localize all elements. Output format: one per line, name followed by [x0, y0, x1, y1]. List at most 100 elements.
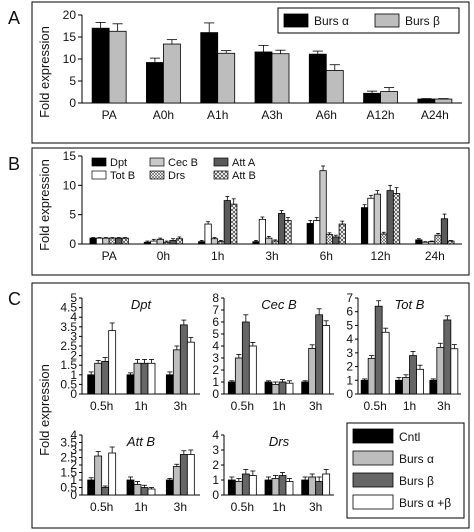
b-xtick-label-3: 3h [265, 249, 278, 263]
a-bar-Burs-β-5 [380, 91, 398, 104]
b-bar-Att-A-5 [386, 190, 394, 245]
a-bar-Burs-β-2 [217, 52, 236, 104]
c3-ytick-label-0: 0 [346, 387, 353, 401]
b-bar-Dpt-1 [143, 241, 152, 245]
c2-bar-2-0 [241, 321, 250, 395]
a-xtick-label-2: A1h [207, 108, 228, 122]
b-bar-Drs-3 [271, 240, 279, 245]
c4-bar-0-0 [87, 479, 96, 496]
c-legend-swatch-3 [352, 494, 394, 510]
c3-ytick-label-3: 3 [346, 346, 353, 360]
c5-ytick-label-2: 2 [212, 458, 219, 472]
c1-ytick-label-1: 0.5 [60, 377, 77, 391]
b-bar-Att-B-3 [284, 220, 292, 245]
a-legend-swatch-1 [374, 13, 400, 28]
c4-ytick-label-8: 4 [70, 428, 77, 442]
c5-bar-0-2 [301, 479, 310, 496]
b-bar-Att-B-2 [230, 203, 238, 245]
b-bar-Tot-B-3 [258, 218, 267, 245]
b-bar-Tot-B-1 [150, 240, 158, 245]
b-legend-swatch-2 [149, 157, 165, 167]
b-bar-Drs-5 [380, 233, 388, 245]
c3-bar-1-2 [436, 346, 445, 395]
c2-ytick-label-2: 2 [212, 363, 219, 377]
c1-bar-0-1 [126, 374, 135, 395]
c3-bar-0-2 [429, 379, 438, 395]
c2-bar-3-2 [322, 325, 331, 395]
b-bar-Drs-1 [163, 241, 171, 245]
c2-xtick-label-0: 0.5h [231, 399, 254, 413]
a-xtick-label-5: A12h [367, 108, 395, 122]
c4-ytick-label-4: 2 [70, 458, 77, 472]
b-bar-Cec-B-1 [156, 238, 164, 245]
a-ytick-label-1: 5 [69, 74, 76, 88]
c3-bar-0-1 [395, 379, 403, 395]
b-bar-Cec-B-5 [373, 193, 381, 245]
c1-title: Dpt [131, 297, 153, 312]
b-bar-Tot-B-0 [95, 237, 104, 245]
b-bar-Att-A-3 [277, 213, 286, 245]
ylabel-a: Fold expression [37, 26, 52, 118]
c1-bar-3-1 [147, 362, 156, 395]
c5-bar-2-1 [278, 475, 287, 496]
b-bar-Cec-B-6 [428, 241, 436, 245]
a-bar-Burs-α-3 [254, 51, 273, 104]
c1-ytick-label-8: 4 [70, 310, 77, 324]
c2-ytick-label-0: 0 [212, 387, 219, 401]
b-bar-Cec-B-0 [102, 237, 110, 245]
b-bar-Att-A-0 [115, 237, 123, 245]
panel-letter-c: C [8, 289, 21, 309]
b-bar-Cec-B-3 [265, 237, 273, 245]
c1-xtick-label-1: 1h [134, 399, 147, 413]
ylabel-b: Fold expression [37, 159, 52, 251]
ylabel-c: Fold expression [37, 364, 52, 456]
c5-xtick-label-2: 3h [309, 500, 322, 514]
c5-xtick-label-1: 1h [272, 500, 285, 514]
c3-ytick-label-7: 7 [346, 291, 353, 305]
panel-b-frame [31, 147, 470, 276]
a-bar-Burs-β-0 [108, 30, 127, 104]
b-bar-Att-A-1 [169, 240, 177, 245]
c4-ytick-label-7: 3.5 [60, 436, 77, 450]
a-bar-Burs-α-1 [146, 62, 164, 104]
c3-bar-2-1 [409, 355, 417, 395]
c1-xtick-label-2: 3h [174, 399, 187, 413]
c2-bar-0-2 [301, 381, 310, 395]
c4-bar-0-1 [126, 479, 135, 496]
c2-title: Cec B [261, 297, 297, 312]
c4-bar-3-0 [108, 452, 117, 496]
c2-bar-0-1 [264, 381, 273, 395]
c1-bar-0-2 [165, 374, 174, 395]
c4-xtick-label-1: 1h [134, 500, 147, 514]
b-bar-Drs-6 [434, 234, 442, 245]
c-legend-label-0: Cntl [399, 430, 420, 444]
c1-xtick-label-0: 0.5h [90, 399, 113, 413]
c1-ytick-label-2: 1 [70, 368, 77, 382]
c2-bar-3-1 [285, 382, 294, 395]
b-bar-Att-B-6 [447, 240, 455, 245]
c4-title: Att B [126, 434, 156, 449]
b-bar-Cec-B-2 [210, 238, 219, 245]
b-legend-swatch-1 [91, 170, 107, 180]
a-xtick-label-3: A3h [261, 108, 282, 122]
c1-ytick-label-9: 4.5 [60, 301, 77, 315]
c3-bar-1-0 [367, 357, 376, 395]
c3-ytick-label-2: 2 [346, 360, 353, 374]
a-legend-label-0: Burs α [314, 14, 349, 28]
b-bar-Dpt-5 [360, 207, 369, 245]
c5-bar-3-2 [322, 473, 331, 496]
c4-ytick-label-5: 2.5 [60, 451, 77, 465]
a-xtick-label-1: A0h [153, 108, 174, 122]
c4-ytick-label-6: 3 [70, 443, 77, 457]
a-ytick-label-0: 0 [69, 96, 76, 110]
c1-ytick-label-3: 1.5 [60, 358, 77, 372]
b-legend-swatch-4 [213, 157, 229, 167]
c4-bar-3-1 [147, 488, 156, 496]
b-bar-Drs-0 [108, 237, 116, 245]
b-xtick-label-4: 6h [320, 249, 333, 263]
b-bar-Tot-B-4 [313, 220, 321, 245]
c2-bar-3-0 [248, 345, 257, 395]
